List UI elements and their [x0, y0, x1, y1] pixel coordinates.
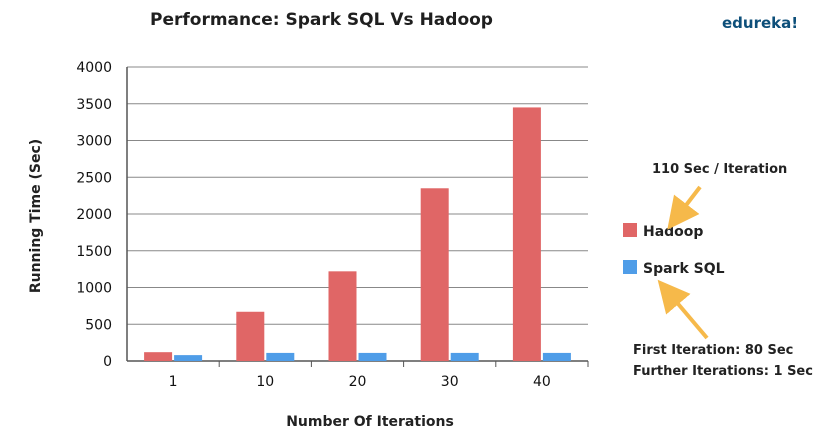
spark-sql-bar	[266, 352, 295, 361]
spark-annotation-line1: First Iteration: 80 Sec	[633, 343, 794, 358]
x-tick-label: 10	[256, 374, 274, 390]
y-tick-label: 1000	[76, 281, 112, 297]
y-tick-label: 1500	[76, 244, 112, 260]
x-tick-label: 40	[533, 374, 551, 390]
hadoop-annotation: 110 Sec / Iteration	[652, 162, 788, 177]
x-tick-label: 30	[441, 374, 459, 390]
hadoop-bar	[144, 352, 173, 361]
hadoop-bar	[236, 311, 265, 361]
hadoop-bar	[512, 107, 541, 361]
y-tick-label: 3000	[76, 134, 112, 150]
spark-annotation-line2: Further Iterations: 1 Sec	[633, 364, 813, 379]
spark-sql-bar	[174, 355, 203, 361]
y-tick-label: 0	[103, 354, 112, 370]
y-tick-label: 500	[85, 317, 112, 333]
edureka-logo: edureka!	[722, 14, 799, 32]
y-tick-label: 2000	[76, 207, 112, 223]
y-tick-label: 3500	[76, 97, 112, 113]
x-tick-label: 1	[169, 374, 178, 390]
legend-swatch-spark-sql	[623, 260, 637, 274]
x-axis-label: Number Of Iterations	[286, 414, 454, 430]
legend-label-spark-sql: Spark SQL	[643, 261, 725, 277]
legend-label-hadoop: Hadoop	[643, 224, 704, 240]
x-tick-label: 20	[349, 374, 367, 390]
hadoop-bar	[420, 188, 449, 361]
spark-sql-bar	[542, 352, 571, 361]
spark-sql-bar	[358, 352, 387, 361]
legend-swatch-hadoop	[623, 223, 637, 237]
spark-sql-bar	[450, 352, 479, 361]
hadoop-bar	[328, 271, 357, 361]
chart-title: Performance: Spark SQL Vs Hadoop	[150, 10, 493, 30]
y-tick-label: 2500	[76, 170, 112, 186]
y-tick-label: 4000	[76, 60, 112, 76]
